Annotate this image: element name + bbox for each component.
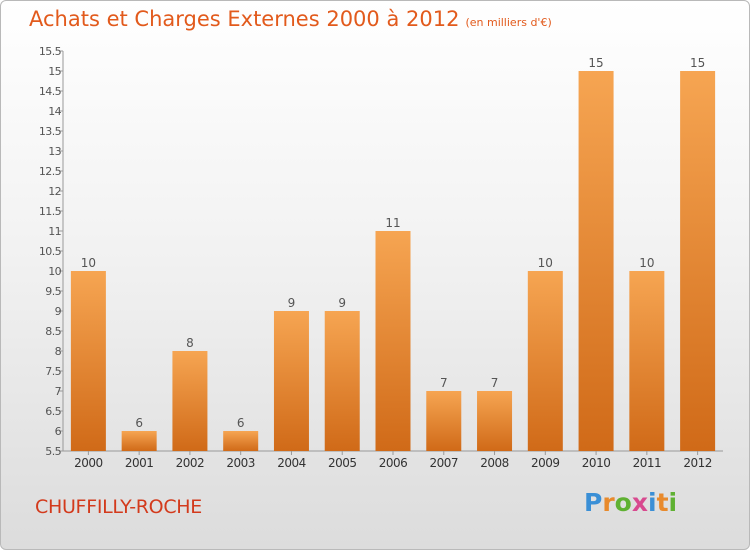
chart-title: Achats et Charges Externes 2000 à 2012 (e…	[29, 7, 552, 31]
x-tick-label: 2003	[226, 456, 255, 470]
data-label: 11	[385, 216, 400, 230]
y-tick-label: 6.5	[45, 405, 61, 418]
x-tick-label: 2000	[74, 456, 103, 470]
y-tick-label: 9.5	[45, 285, 61, 298]
bar	[629, 271, 665, 451]
bar	[172, 351, 208, 451]
y-tick-label: 11.5	[39, 205, 62, 218]
data-label: 10	[538, 256, 553, 270]
title-text: Achats et Charges Externes 2000 à 2012	[29, 7, 460, 31]
logo-letter: P	[584, 488, 603, 517]
y-tick-label: 7.5	[45, 365, 61, 378]
data-label: 15	[690, 56, 705, 70]
bar	[223, 431, 259, 451]
x-tick-label: 2011	[633, 456, 662, 470]
bar	[477, 391, 513, 451]
bars-layer: 10 6 8 6 9 9 11 7 7 10 15 10 15	[70, 56, 716, 451]
y-tick-label: 11	[48, 225, 61, 238]
logo-letter: i	[668, 488, 678, 517]
axis-layer: 5.5 6 6.5 7 7.5 8 8.5 9 9.5 10 10.5 11 11.5 12 12.5 13 1…	[39, 45, 723, 470]
data-label: 9	[288, 296, 296, 310]
y-tick-label: 15.5	[39, 45, 62, 58]
bar	[273, 311, 309, 451]
x-tick-label: 2009	[531, 456, 560, 470]
x-tick-label: 2004	[277, 456, 306, 470]
logo-letter: x	[631, 488, 648, 517]
y-tick-label: 13	[48, 145, 61, 158]
y-tick-label: 10	[48, 265, 61, 278]
title-unit: (en milliers d'€)	[465, 16, 552, 29]
y-tick-label: 5.5	[45, 445, 61, 458]
x-tick-label: 2005	[328, 456, 357, 470]
data-label: 10	[81, 256, 96, 270]
y-tick-label: 12.5	[39, 165, 62, 178]
y-tick-label: 8	[55, 345, 62, 358]
data-label: 10	[639, 256, 654, 270]
data-label: 8	[186, 336, 194, 350]
y-tick-label: 13.5	[39, 125, 62, 138]
bar	[680, 71, 716, 451]
y-tick-label: 8.5	[45, 325, 61, 338]
y-tick-label: 6	[55, 425, 62, 438]
logo-letter: r	[602, 488, 615, 517]
bar	[578, 71, 614, 451]
logo-letter: i	[648, 488, 657, 517]
x-tick-label: 2006	[379, 456, 408, 470]
logo-letter: o	[614, 488, 632, 517]
data-label: 15	[588, 56, 603, 70]
x-tick-label: 2002	[176, 456, 205, 470]
x-tick-label: 2012	[683, 456, 712, 470]
y-tick-label: 14.5	[39, 85, 62, 98]
x-tick-label: 2001	[125, 456, 154, 470]
x-tick-label: 2010	[582, 456, 611, 470]
y-tick-label: 15	[48, 65, 61, 78]
bar	[121, 431, 157, 451]
bar	[527, 271, 563, 451]
y-tick-label: 10.5	[39, 245, 62, 258]
x-tick-label: 2007	[429, 456, 458, 470]
logo-letter: t	[656, 488, 669, 517]
data-label: 6	[135, 416, 143, 430]
data-label: 7	[440, 376, 448, 390]
bar	[375, 231, 411, 451]
bar	[426, 391, 462, 451]
proxiti-logo: Proxiti	[584, 488, 677, 517]
data-label: 6	[237, 416, 245, 430]
bar	[324, 311, 360, 451]
x-tick-label: 2008	[480, 456, 509, 470]
y-tick-label: 9	[55, 305, 62, 318]
y-tick-label: 7	[55, 385, 62, 398]
data-label: 9	[338, 296, 346, 310]
bar	[70, 271, 106, 451]
commune-name: CHUFFILLY-ROCHE	[35, 496, 202, 518]
data-label: 7	[491, 376, 499, 390]
y-tick-label: 14	[48, 105, 61, 118]
y-tick-label: 12	[48, 185, 61, 198]
